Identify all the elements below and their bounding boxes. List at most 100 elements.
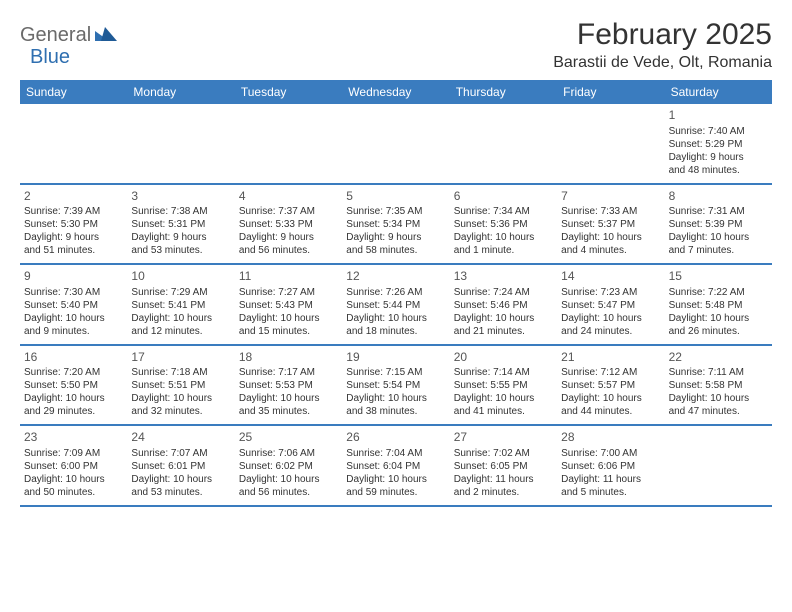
day-detail: Sunrise: 7:14 AM	[454, 366, 553, 379]
dow-cell: Saturday	[665, 80, 772, 104]
day-detail: Daylight: 10 hours	[24, 392, 123, 405]
day-number: 17	[131, 350, 230, 366]
day-detail: and 7 minutes.	[669, 244, 768, 257]
logo-text-gray: General	[20, 24, 91, 47]
day-detail: Sunset: 6:02 PM	[239, 460, 338, 473]
day-number: 2	[24, 189, 123, 205]
empty-cell	[235, 104, 342, 183]
calendar: SundayMondayTuesdayWednesdayThursdayFrid…	[20, 80, 772, 507]
day-number: 16	[24, 350, 123, 366]
day-cell: 5Sunrise: 7:35 AMSunset: 5:34 PMDaylight…	[342, 185, 449, 264]
day-detail: Sunrise: 7:02 AM	[454, 447, 553, 460]
month-title: February 2025	[553, 18, 772, 52]
day-number: 19	[346, 350, 445, 366]
day-detail: and 29 minutes.	[24, 405, 123, 418]
day-detail: Sunrise: 7:20 AM	[24, 366, 123, 379]
day-detail: Sunrise: 7:23 AM	[561, 286, 660, 299]
day-number: 5	[346, 189, 445, 205]
day-number: 6	[454, 189, 553, 205]
day-detail: and 32 minutes.	[131, 405, 230, 418]
day-detail: and 50 minutes.	[24, 486, 123, 499]
day-detail: Sunrise: 7:24 AM	[454, 286, 553, 299]
day-detail: Sunset: 5:43 PM	[239, 299, 338, 312]
day-number: 21	[561, 350, 660, 366]
day-detail: and 59 minutes.	[346, 486, 445, 499]
day-number: 24	[131, 430, 230, 446]
day-cell: 19Sunrise: 7:15 AMSunset: 5:54 PMDayligh…	[342, 346, 449, 425]
day-detail: Sunrise: 7:00 AM	[561, 447, 660, 460]
day-detail: Sunrise: 7:15 AM	[346, 366, 445, 379]
day-cell: 1Sunrise: 7:40 AMSunset: 5:29 PMDaylight…	[665, 104, 772, 183]
header: General February 2025 Barastii de Vede, …	[20, 18, 772, 72]
day-detail: Daylight: 10 hours	[669, 392, 768, 405]
day-cell: 25Sunrise: 7:06 AMSunset: 6:02 PMDayligh…	[235, 426, 342, 505]
day-detail: Daylight: 10 hours	[239, 312, 338, 325]
day-detail: and 41 minutes.	[454, 405, 553, 418]
day-cell: 22Sunrise: 7:11 AMSunset: 5:58 PMDayligh…	[665, 346, 772, 425]
day-detail: and 26 minutes.	[669, 325, 768, 338]
day-cell: 18Sunrise: 7:17 AMSunset: 5:53 PMDayligh…	[235, 346, 342, 425]
day-number: 7	[561, 189, 660, 205]
dow-cell: Friday	[557, 80, 664, 104]
day-detail: Sunrise: 7:27 AM	[239, 286, 338, 299]
day-number: 13	[454, 269, 553, 285]
day-detail: Daylight: 11 hours	[561, 473, 660, 486]
day-detail: and 2 minutes.	[454, 486, 553, 499]
day-cell: 28Sunrise: 7:00 AMSunset: 6:06 PMDayligh…	[557, 426, 664, 505]
day-detail: Sunrise: 7:39 AM	[24, 205, 123, 218]
day-detail: and 1 minute.	[454, 244, 553, 257]
day-detail: Sunrise: 7:17 AM	[239, 366, 338, 379]
day-number: 28	[561, 430, 660, 446]
empty-cell	[342, 104, 449, 183]
day-detail: and 47 minutes.	[669, 405, 768, 418]
day-number: 25	[239, 430, 338, 446]
day-detail: Daylight: 10 hours	[239, 473, 338, 486]
day-cell: 6Sunrise: 7:34 AMSunset: 5:36 PMDaylight…	[450, 185, 557, 264]
day-detail: Daylight: 10 hours	[454, 231, 553, 244]
day-detail: and 4 minutes.	[561, 244, 660, 257]
day-detail: Sunset: 5:46 PM	[454, 299, 553, 312]
day-detail: Sunrise: 7:11 AM	[669, 366, 768, 379]
day-detail: Daylight: 10 hours	[346, 392, 445, 405]
day-detail: and 51 minutes.	[24, 244, 123, 257]
logo: General	[20, 18, 119, 47]
dow-cell: Thursday	[450, 80, 557, 104]
week-row: 1Sunrise: 7:40 AMSunset: 5:29 PMDaylight…	[20, 104, 772, 185]
week-row: 2Sunrise: 7:39 AMSunset: 5:30 PM Daylight…	[20, 185, 772, 266]
day-number: 23	[24, 430, 123, 446]
day-number: 3	[131, 189, 230, 205]
day-cell: 12Sunrise: 7:26 AMSunset: 5:44 PMDayligh…	[342, 265, 449, 344]
day-detail: Daylight: 10 hours	[561, 231, 660, 244]
day-cell: 23Sunrise: 7:09 AMSunset: 6:00 PMDayligh…	[20, 426, 127, 505]
day-detail: Sunrise: 7:04 AM	[346, 447, 445, 460]
day-detail: Sunset: 5:36 PM	[454, 218, 553, 231]
empty-cell	[127, 104, 234, 183]
day-detail: and 35 minutes.	[239, 405, 338, 418]
day-detail: Daylight: 9 hours	[669, 151, 768, 164]
day-cell: 11Sunrise: 7:27 AMSunset: 5:43 PMDayligh…	[235, 265, 342, 344]
day-detail: Daylight: 10 hours	[131, 312, 230, 325]
dow-cell: Monday	[127, 80, 234, 104]
day-number: 9	[24, 269, 123, 285]
day-detail: Sunset: 5:47 PM	[561, 299, 660, 312]
day-detail: Daylight: 10 hours	[454, 312, 553, 325]
day-detail: and 24 minutes.	[561, 325, 660, 338]
week-row: 9Sunrise: 7:30 AMSunset: 5:40 PMDaylight…	[20, 265, 772, 346]
day-cell: 17Sunrise: 7:18 AMSunset: 5:51 PMDayligh…	[127, 346, 234, 425]
day-detail: Daylight: 10 hours	[669, 231, 768, 244]
day-detail: and 58 minutes.	[346, 244, 445, 257]
day-cell: 21Sunrise: 7:12 AMSunset: 5:57 PMDayligh…	[557, 346, 664, 425]
dow-cell: Tuesday	[235, 80, 342, 104]
day-detail: Sunset: 5:48 PM	[669, 299, 768, 312]
day-cell: 3Sunrise: 7:38 AMSunset: 5:31 PMDaylight…	[127, 185, 234, 264]
day-detail: Sunrise: 7:18 AM	[131, 366, 230, 379]
day-number: 18	[239, 350, 338, 366]
day-detail: Sunset: 5:30 PM	[24, 218, 123, 231]
day-number: 10	[131, 269, 230, 285]
logo-text-blue: Blue	[30, 46, 70, 68]
day-number: 26	[346, 430, 445, 446]
day-detail: Sunrise: 7:33 AM	[561, 205, 660, 218]
day-number: 1	[669, 108, 768, 124]
day-detail: Sunset: 5:33 PM	[239, 218, 338, 231]
day-detail: and 9 minutes.	[24, 325, 123, 338]
